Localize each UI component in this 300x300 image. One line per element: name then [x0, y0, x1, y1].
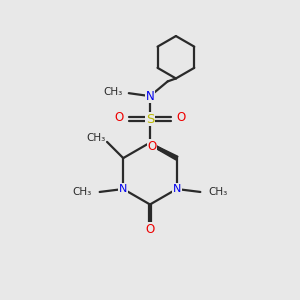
- Text: CH₃: CH₃: [103, 87, 122, 97]
- Text: O: O: [146, 223, 154, 236]
- Text: O: O: [114, 111, 124, 124]
- Text: CH₃: CH₃: [72, 187, 92, 197]
- Text: N: N: [172, 184, 181, 194]
- Text: O: O: [147, 140, 157, 153]
- Text: O: O: [176, 111, 186, 124]
- Text: N: N: [119, 184, 128, 194]
- Text: CH₃: CH₃: [86, 134, 106, 143]
- Text: CH₃: CH₃: [208, 187, 228, 197]
- Text: N: N: [146, 90, 154, 103]
- Text: S: S: [146, 112, 154, 126]
